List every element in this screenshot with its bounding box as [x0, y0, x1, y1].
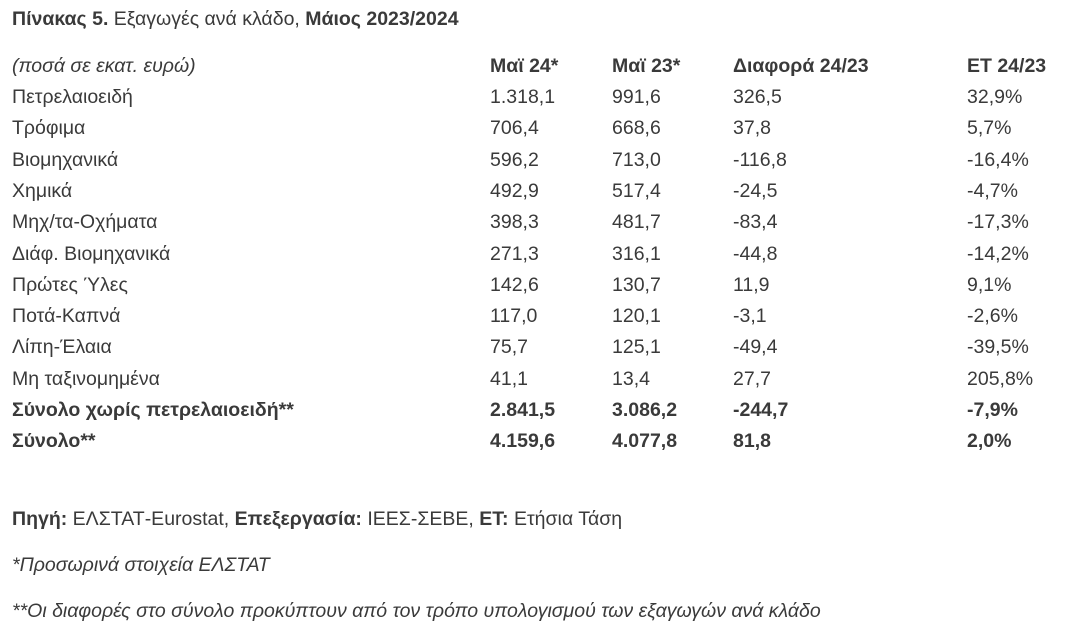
table-cell: 2,0%	[967, 430, 1012, 453]
column-header: Μαϊ 24*	[490, 55, 559, 77]
source-text: Ετήσια Τάση	[513, 508, 623, 530]
row-label: Σύνολο**	[12, 430, 96, 453]
table-cell: 27,7	[733, 367, 771, 390]
source-key: Επεξεργασία:	[234, 508, 362, 530]
table-cell: 271,3	[490, 242, 539, 265]
footnote: *Προσωρινά στοιχεία ΕΛΣΤΑΤ	[12, 554, 270, 576]
table-cell: 32,9%	[967, 86, 1023, 108]
table-cell: -83,4	[733, 211, 778, 234]
source-key: ΕΤ:	[479, 508, 509, 530]
source-key: Πηγή:	[12, 508, 68, 530]
table-cell: 41,1	[490, 367, 528, 390]
row-label: Ποτά-Καπνά	[12, 305, 121, 328]
table-cell: 205,8%	[967, 367, 1034, 390]
table-cell: 37,8	[733, 117, 771, 140]
row-label: Σύνολο χωρίς πετρελαιοειδή**	[12, 399, 294, 421]
table-cell: -3,1	[733, 305, 767, 328]
source-text: ΕΛΣΤΑΤ-Eurostat,	[72, 508, 230, 530]
row-label: Χημικά	[12, 179, 73, 202]
table-cell: 120,1	[612, 305, 661, 328]
row-label: Βιομηχανικά	[12, 148, 119, 171]
row-label: Τρόφιμα	[12, 117, 86, 140]
table-cell: 1.318,1	[490, 86, 556, 108]
row-label: Λίπη-Έλαια	[12, 336, 112, 359]
table-cell: 326,5	[733, 86, 782, 108]
table-cell: -244,7	[733, 399, 789, 421]
source-text: ΙΕΕΣ-ΣΕΒΕ,	[367, 508, 474, 530]
footnote: **Οι διαφορές στο σύνολο προκύπτουν από …	[12, 600, 821, 622]
table-cell: -16,4%	[967, 148, 1029, 171]
row-label: Πετρελαιοειδή	[12, 86, 133, 108]
table-cell: 81,8	[733, 430, 771, 453]
table-cell: 492,9	[490, 179, 539, 202]
table-cell: -44,8	[733, 242, 778, 265]
table-cell: 4.077,8	[612, 430, 678, 453]
table-cell: 11,9	[733, 273, 770, 296]
row-label: Διάφ. Βιομηχανικά	[12, 242, 171, 265]
table-cell: -116,8	[733, 148, 787, 171]
table-cell: 4.159,6	[490, 430, 556, 453]
table-cell: 5,7%	[967, 117, 1012, 140]
table-cell: 117,0	[490, 305, 538, 328]
row-label: Πρώτες Ύλες	[12, 273, 128, 296]
table-cell: 481,7	[612, 211, 661, 234]
table-period: Μάιος 2023/2024	[305, 8, 459, 30]
source-line: Πηγή: ΕΛΣΤΑΤ-Eurostat, Επεξεργασία: ΙΕΕΣ…	[12, 508, 622, 531]
column-header: ΕΤ 24/23	[967, 55, 1047, 77]
table-cell: 517,4	[612, 179, 661, 202]
title: Πίνακας 5. Εξαγωγές ανά κλάδο, Μάιος 202…	[12, 8, 459, 31]
row-label: Μηχ/τα-Οχήματα	[12, 211, 158, 234]
row-label: Μη ταξινομημένα	[12, 367, 160, 390]
table-title: Εξαγωγές ανά κλάδο,	[113, 8, 300, 30]
table-cell: 130,7	[612, 273, 661, 296]
table-cell: -17,3%	[967, 211, 1029, 234]
table-label: Πίνακας 5.	[12, 8, 109, 30]
table-cell: 142,6	[490, 273, 539, 296]
table-cell: 713,0	[612, 148, 661, 171]
table-cell: -39,5%	[967, 336, 1029, 359]
table-cell: 706,4	[490, 117, 539, 140]
table-cell: 75,7	[490, 336, 528, 359]
table-cell: -2,6%	[967, 305, 1018, 328]
table-cell: 596,2	[490, 148, 539, 171]
table-cell: -7,9%	[967, 399, 1018, 421]
table-cell: 316,1	[612, 242, 661, 265]
table-cell: -24,5	[733, 179, 778, 202]
table-cell: 9,1%	[967, 273, 1012, 296]
table-cell: 2.841,5	[490, 399, 556, 421]
column-header: (ποσά σε εκατ. ευρώ)	[12, 55, 196, 77]
table-cell: 668,6	[612, 117, 661, 140]
column-header: Μαϊ 23*	[612, 55, 681, 77]
table-cell: 3.086,2	[612, 399, 678, 421]
table-cell: 13,4	[612, 367, 650, 390]
table-cell: -49,4	[733, 336, 778, 359]
column-header: Διαφορά 24/23	[733, 55, 869, 77]
table-cell: -14,2%	[967, 242, 1029, 265]
table-cell: 125,1	[612, 336, 661, 359]
table-cell: -4,7%	[967, 179, 1018, 202]
table-cell: 398,3	[490, 211, 539, 234]
table-cell: 991,6	[612, 86, 661, 108]
